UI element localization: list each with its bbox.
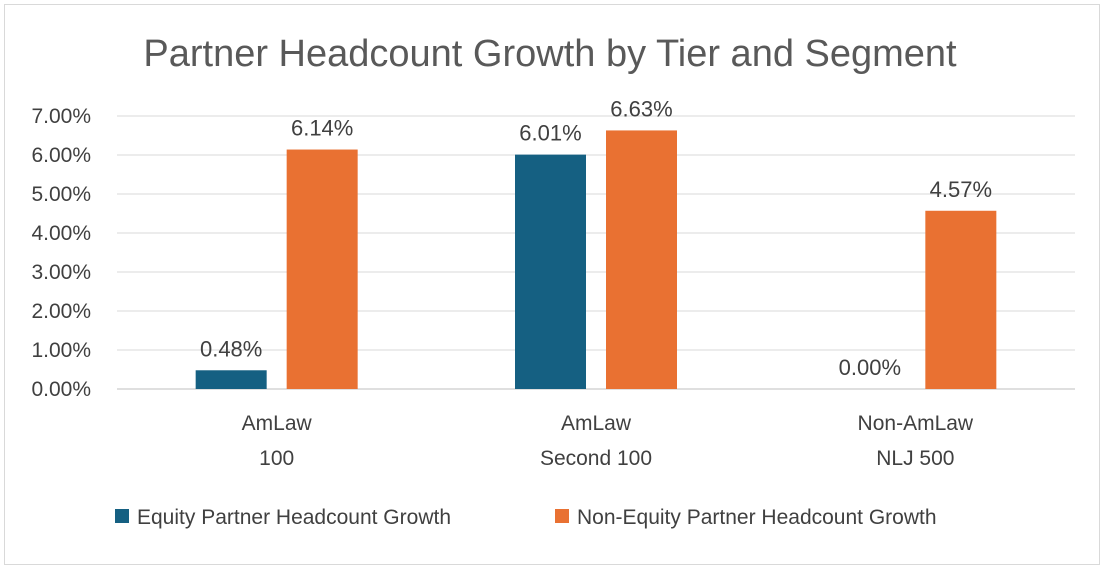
legend-label: Equity Partner Headcount Growth (137, 506, 451, 529)
legend-swatch (115, 509, 129, 523)
y-tick-label: 0.00% (31, 378, 91, 401)
x-category-label: AmLaw (242, 412, 313, 435)
y-tick-label: 7.00% (31, 105, 91, 128)
x-axis-categories: AmLaw 100 AmLaw Second 100 Non-AmLaw NLJ 500 (242, 412, 974, 470)
chart-title: Partner Headcount Growth by Tier and Seg… (143, 33, 957, 75)
y-tick-label: 4.00% (31, 222, 91, 245)
data-label: 0.48% (200, 336, 262, 361)
data-labels: 0.48% 6.14% 6.01% 6.63% 0.00% 4.57% (200, 96, 992, 380)
x-category-label: AmLaw (561, 412, 632, 435)
x-category-label: NLJ 500 (876, 447, 954, 470)
data-label: 6.01% (519, 121, 581, 146)
bar-equity-1 (515, 154, 586, 389)
legend-label: Non-Equity Partner Headcount Growth (577, 506, 937, 529)
x-category-label: Second 100 (540, 447, 652, 470)
data-label: 6.14% (291, 116, 353, 141)
y-tick-label: 6.00% (31, 144, 91, 167)
legend-swatch (555, 509, 569, 523)
y-axis-ticks: 0.00% 1.00% 2.00% 3.00% 4.00% 5.00% 6.00% 7.00% (31, 105, 91, 401)
bar-equity-0 (195, 370, 267, 389)
data-label: 0.00% (839, 355, 901, 380)
data-label: 6.63% (610, 96, 672, 121)
data-label: 4.57% (930, 177, 992, 202)
gridlines (117, 115, 1075, 390)
bar-non-equity-2 (925, 210, 997, 389)
y-tick-label: 1.00% (31, 339, 91, 362)
y-tick-label: 2.00% (31, 300, 91, 323)
bar-non-equity-1 (606, 130, 677, 389)
x-category-label: 100 (259, 447, 294, 470)
y-tick-label: 5.00% (31, 183, 91, 206)
x-category-label: Non-AmLaw (858, 412, 974, 435)
legend: Equity Partner Headcount Growth Non-Equit… (115, 506, 937, 529)
bar-non-equity-0 (286, 149, 358, 389)
y-tick-label: 3.00% (31, 261, 91, 284)
bars (195, 130, 997, 389)
